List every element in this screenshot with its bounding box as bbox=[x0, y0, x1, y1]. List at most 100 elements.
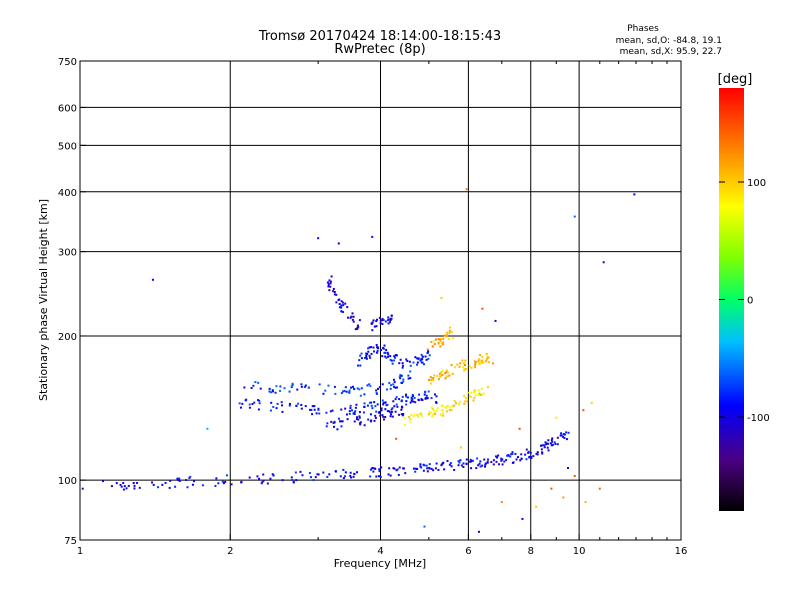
echo-point bbox=[461, 359, 464, 362]
echo-point bbox=[485, 357, 488, 360]
echo-point bbox=[291, 382, 294, 385]
echo-point bbox=[478, 462, 481, 465]
echo-point bbox=[473, 360, 476, 363]
echo-point bbox=[274, 391, 277, 394]
echo-point bbox=[480, 387, 483, 390]
echo-point bbox=[440, 464, 443, 467]
echo-point bbox=[392, 467, 395, 470]
echo-point bbox=[360, 357, 363, 360]
echo-point bbox=[477, 389, 480, 392]
echo-point bbox=[266, 482, 269, 485]
echo-point bbox=[414, 356, 417, 359]
echo-point bbox=[405, 395, 408, 398]
echo-point bbox=[398, 398, 401, 401]
echo-point bbox=[562, 433, 565, 436]
echo-point bbox=[464, 368, 467, 371]
echo-point bbox=[550, 439, 553, 442]
echo-point bbox=[473, 396, 476, 399]
echo-point bbox=[338, 306, 341, 309]
echo-point bbox=[290, 385, 293, 388]
echo-point bbox=[481, 355, 484, 358]
echo-point bbox=[363, 424, 366, 427]
echo-point bbox=[358, 359, 361, 362]
echo-point bbox=[440, 342, 443, 345]
echo-point bbox=[565, 438, 568, 441]
echo-point bbox=[248, 476, 251, 479]
echo-point bbox=[436, 407, 439, 410]
echo-point bbox=[363, 402, 366, 405]
echo-point bbox=[248, 403, 251, 406]
echo-point bbox=[420, 353, 423, 356]
echo-point bbox=[405, 403, 408, 406]
echo-point bbox=[463, 362, 466, 365]
echo-point bbox=[365, 354, 368, 357]
echo-point bbox=[402, 378, 405, 381]
echo-point bbox=[161, 483, 164, 486]
echo-point bbox=[378, 316, 381, 319]
echo-point bbox=[369, 413, 372, 416]
echo-point bbox=[304, 405, 307, 408]
echo-point bbox=[348, 410, 351, 413]
echo-point bbox=[479, 460, 482, 463]
echo-point bbox=[270, 401, 273, 404]
echo-point bbox=[430, 397, 433, 400]
echo-point bbox=[340, 392, 343, 395]
echo-point bbox=[365, 357, 368, 360]
echo-point bbox=[437, 378, 440, 381]
echo-point bbox=[230, 483, 233, 486]
echo-point bbox=[390, 314, 393, 317]
echo-point bbox=[349, 471, 352, 474]
echo-point bbox=[434, 338, 437, 341]
echo-point bbox=[222, 482, 225, 485]
x-tick-label: 8 bbox=[528, 546, 534, 557]
echo-point bbox=[268, 390, 271, 393]
echo-point bbox=[389, 321, 392, 324]
echo-point bbox=[312, 479, 315, 482]
echo-point bbox=[430, 341, 433, 344]
echo-point bbox=[432, 378, 435, 381]
echo-point bbox=[239, 406, 242, 409]
echo-point bbox=[243, 386, 246, 389]
echo-point bbox=[391, 415, 394, 418]
echo-point bbox=[519, 459, 522, 462]
echo-point bbox=[451, 372, 454, 375]
echo-point bbox=[389, 411, 392, 414]
echo-point bbox=[544, 441, 547, 444]
echo-point bbox=[358, 388, 361, 391]
echo-point bbox=[151, 481, 154, 484]
echo-point bbox=[382, 401, 385, 404]
colorbar: [deg] 100 0 -100 bbox=[718, 72, 770, 511]
echo-point bbox=[484, 465, 487, 468]
echo-point bbox=[178, 477, 181, 480]
echo-point bbox=[458, 403, 461, 406]
echo-point bbox=[248, 406, 251, 409]
echo-point bbox=[393, 359, 396, 362]
echo-point bbox=[455, 402, 458, 405]
echo-point bbox=[480, 361, 483, 364]
echo-point bbox=[367, 347, 370, 350]
echo-point bbox=[329, 282, 332, 285]
echo-point bbox=[334, 392, 337, 395]
echo-point bbox=[551, 440, 554, 443]
echo-point bbox=[341, 310, 344, 313]
echo-point bbox=[401, 364, 404, 367]
colorbar-tick-label: 100 bbox=[747, 178, 766, 189]
echo-point bbox=[470, 467, 473, 470]
echo-point bbox=[556, 436, 559, 439]
axis-ticks: 1 2 4 6 8 10 16 75 100 200 300 400 500 600 750 bbox=[58, 57, 687, 557]
echo-point bbox=[412, 415, 415, 418]
echo-point bbox=[382, 415, 385, 418]
echo-point bbox=[371, 407, 374, 410]
echo-point bbox=[325, 411, 328, 414]
echo-point bbox=[327, 384, 330, 387]
echo-point bbox=[484, 463, 487, 466]
echo-point bbox=[500, 459, 503, 462]
echo-point bbox=[432, 414, 435, 417]
echo-point bbox=[276, 402, 279, 405]
echo-point bbox=[389, 415, 392, 418]
echo-point bbox=[442, 404, 445, 407]
echo-point bbox=[416, 413, 419, 416]
echo-point bbox=[395, 437, 398, 440]
echo-point bbox=[122, 488, 125, 491]
echo-point bbox=[337, 417, 340, 420]
